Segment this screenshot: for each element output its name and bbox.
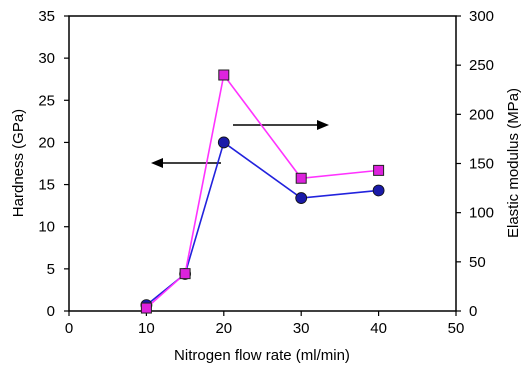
series-line [145,141,379,306]
x-tick-label: 10 [138,320,155,337]
y2-tick-label: 100 [469,205,494,222]
y2-tick-label: 200 [469,106,494,123]
data-point-circle [217,136,230,149]
x-tick-label: 40 [370,320,387,337]
y-tick-label: 5 [47,261,55,278]
y-axis-right-label: Elastic modulus (MPa) [505,88,522,238]
y-axis-left-label: Hardness (GPa) [10,109,27,217]
data-point-square [218,69,230,81]
annotation-arrow-left [151,158,221,168]
plot-frame [68,15,457,312]
y-tick-label: 0 [47,303,55,320]
x-tick-label: 30 [293,320,310,337]
series-elastic-modulus [140,69,385,314]
arrow-right-head [317,120,329,130]
y-axis-left-ticks: 0 5 10 15 20 25 30 35 [38,8,69,320]
data-point-square [295,172,307,184]
x-tick-label: 0 [65,320,73,337]
y-tick-label: 20 [38,134,55,151]
y2-tick-label: 50 [469,254,486,271]
x-axis-label: Nitrogen flow rate (ml/min) [174,347,350,364]
y-tick-label: 15 [38,177,55,194]
y-tick-label: 25 [38,92,55,109]
y-axis-right-ticks: 0 50 100 150 200 250 300 [456,8,494,320]
y2-tick-label: 0 [469,303,477,320]
data-point-circle [295,192,308,204]
y-tick-label: 30 [38,50,55,67]
data-point-square [140,302,152,314]
data-point-circle [372,184,385,197]
data-point-square [179,268,191,280]
x-tick-label: 50 [448,320,465,337]
y2-tick-label: 250 [469,57,494,74]
series-layer [140,69,385,314]
data-point-square [373,164,385,176]
plot-area-border [68,15,457,312]
y-tick-label: 35 [38,8,55,25]
annotation-arrow-right [233,120,329,130]
y-tick-label: 10 [38,219,55,236]
y2-tick-label: 150 [469,156,494,173]
x-axis-ticks: 0 10 20 30 40 50 [65,311,465,337]
arrow-left-head [151,158,163,168]
x-tick-label: 20 [215,320,232,337]
y2-tick-label: 300 [469,8,494,25]
